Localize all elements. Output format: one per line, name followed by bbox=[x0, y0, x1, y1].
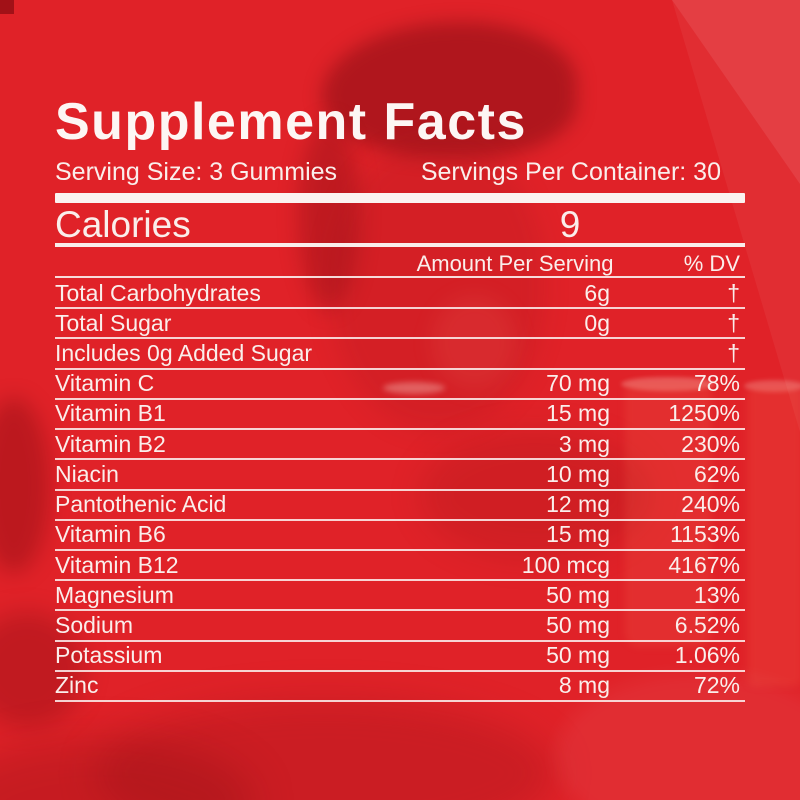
row-amount: 15 mg bbox=[546, 400, 610, 427]
table-row: Includes 0g Added Sugar † bbox=[55, 339, 745, 370]
row-amount: 100 mcg bbox=[521, 551, 610, 578]
page-title: Supplement Facts bbox=[55, 93, 527, 151]
calories-row: Calories 9 bbox=[55, 204, 745, 246]
row-dv: 240% bbox=[681, 491, 740, 518]
calories-label: Calories bbox=[55, 204, 191, 245]
row-label: Pantothenic Acid bbox=[55, 491, 227, 518]
table-row: Vitamin B6 15 mg 1153% bbox=[55, 521, 745, 551]
divider-thick bbox=[55, 193, 745, 203]
divider-thin bbox=[55, 276, 745, 278]
row-label: Vitamin C bbox=[55, 370, 155, 397]
table-row: Niacin 10 mg 62% bbox=[55, 460, 745, 491]
row-amount: 8 mg bbox=[558, 672, 610, 699]
row-amount: 50 mg bbox=[546, 612, 610, 639]
row-label: Vitamin B2 bbox=[55, 430, 166, 457]
table-row: Magnesium 50 mg 13% bbox=[55, 581, 745, 612]
row-dv: 1153% bbox=[670, 521, 740, 548]
row-dv: 230% bbox=[681, 430, 740, 457]
table-row: Total Carbohydrates 6g † bbox=[55, 279, 745, 310]
facts-panel: Supplement Facts Serving Size: 3 Gummies… bbox=[55, 0, 745, 800]
row-amount: 3 mg bbox=[558, 430, 610, 457]
row-dv: 78% bbox=[693, 370, 740, 397]
row-dv: † bbox=[727, 279, 740, 306]
table-row: Vitamin B1 15 mg 1250% bbox=[55, 400, 745, 431]
row-dv: † bbox=[727, 340, 740, 367]
percent-dv-header: % DV bbox=[683, 251, 740, 276]
background-photo-glass2 bbox=[748, 386, 800, 686]
servings-per-container-text: Servings Per Container: 30 bbox=[420, 158, 721, 186]
serving-info-row: Serving Size: 3 Gummies Servings Per Con… bbox=[55, 157, 745, 187]
table-row: Sodium 50 mg 6.52% bbox=[55, 611, 745, 642]
row-label: Includes 0g Added Sugar bbox=[55, 340, 313, 367]
table-row: Potassium 50 mg 1.06% bbox=[55, 642, 745, 672]
row-label: Sodium bbox=[55, 612, 133, 639]
calories-value: 9 bbox=[559, 204, 581, 245]
background-photo-hand bbox=[0, 398, 50, 573]
table-row: Pantothenic Acid 12 mg 240% bbox=[55, 491, 745, 521]
row-label: Zinc bbox=[55, 672, 99, 699]
row-dv: 62% bbox=[693, 460, 740, 487]
corner-accent bbox=[0, 0, 14, 14]
nutrient-table: Total Carbohydrates 6g † Total Sugar 0g … bbox=[55, 279, 745, 703]
row-amount: 6g bbox=[584, 279, 610, 306]
row-amount: 12 mg bbox=[546, 491, 610, 518]
row-label: Potassium bbox=[55, 642, 163, 669]
row-dv: 13% bbox=[693, 581, 740, 608]
row-amount: 50 mg bbox=[546, 581, 610, 608]
row-label: Vitamin B1 bbox=[55, 400, 166, 427]
row-dv: 72% bbox=[693, 672, 740, 699]
row-dv: 6.52% bbox=[674, 612, 740, 639]
row-amount: 50 mg bbox=[546, 642, 610, 669]
row-label: Total Sugar bbox=[55, 309, 172, 336]
serving-size-text: Serving Size: 3 Gummies bbox=[55, 158, 338, 186]
row-label: Vitamin B6 bbox=[55, 521, 166, 548]
background-photo-glass2-rim bbox=[744, 380, 800, 392]
amount-per-serving-header: Amount Per Serving bbox=[416, 251, 614, 276]
table-row: Vitamin C 70 mg 78% bbox=[55, 370, 745, 400]
row-label: Magnesium bbox=[55, 581, 174, 608]
table-row: Vitamin B2 3 mg 230% bbox=[55, 430, 745, 461]
row-label: Niacin bbox=[55, 460, 119, 487]
table-row: Zinc 8 mg 72% bbox=[55, 672, 745, 703]
row-amount: 15 mg bbox=[546, 521, 610, 548]
row-amount: 70 mg bbox=[546, 370, 610, 397]
table-row: Total Sugar 0g † bbox=[55, 309, 745, 340]
row-label: Vitamin B12 bbox=[55, 551, 179, 578]
row-amount: 0g bbox=[584, 309, 610, 336]
row-dv: 1250% bbox=[668, 400, 740, 427]
row-dv: 1.06% bbox=[674, 642, 740, 669]
row-amount: 10 mg bbox=[546, 460, 610, 487]
row-dv: 4167% bbox=[668, 551, 740, 578]
table-header-row: Amount Per Serving % DV bbox=[55, 251, 745, 276]
row-dv: † bbox=[727, 309, 740, 336]
table-row: Vitamin B12 100 mcg 4167% bbox=[55, 551, 745, 582]
divider-medium bbox=[55, 243, 745, 247]
row-label: Total Carbohydrates bbox=[55, 279, 261, 306]
